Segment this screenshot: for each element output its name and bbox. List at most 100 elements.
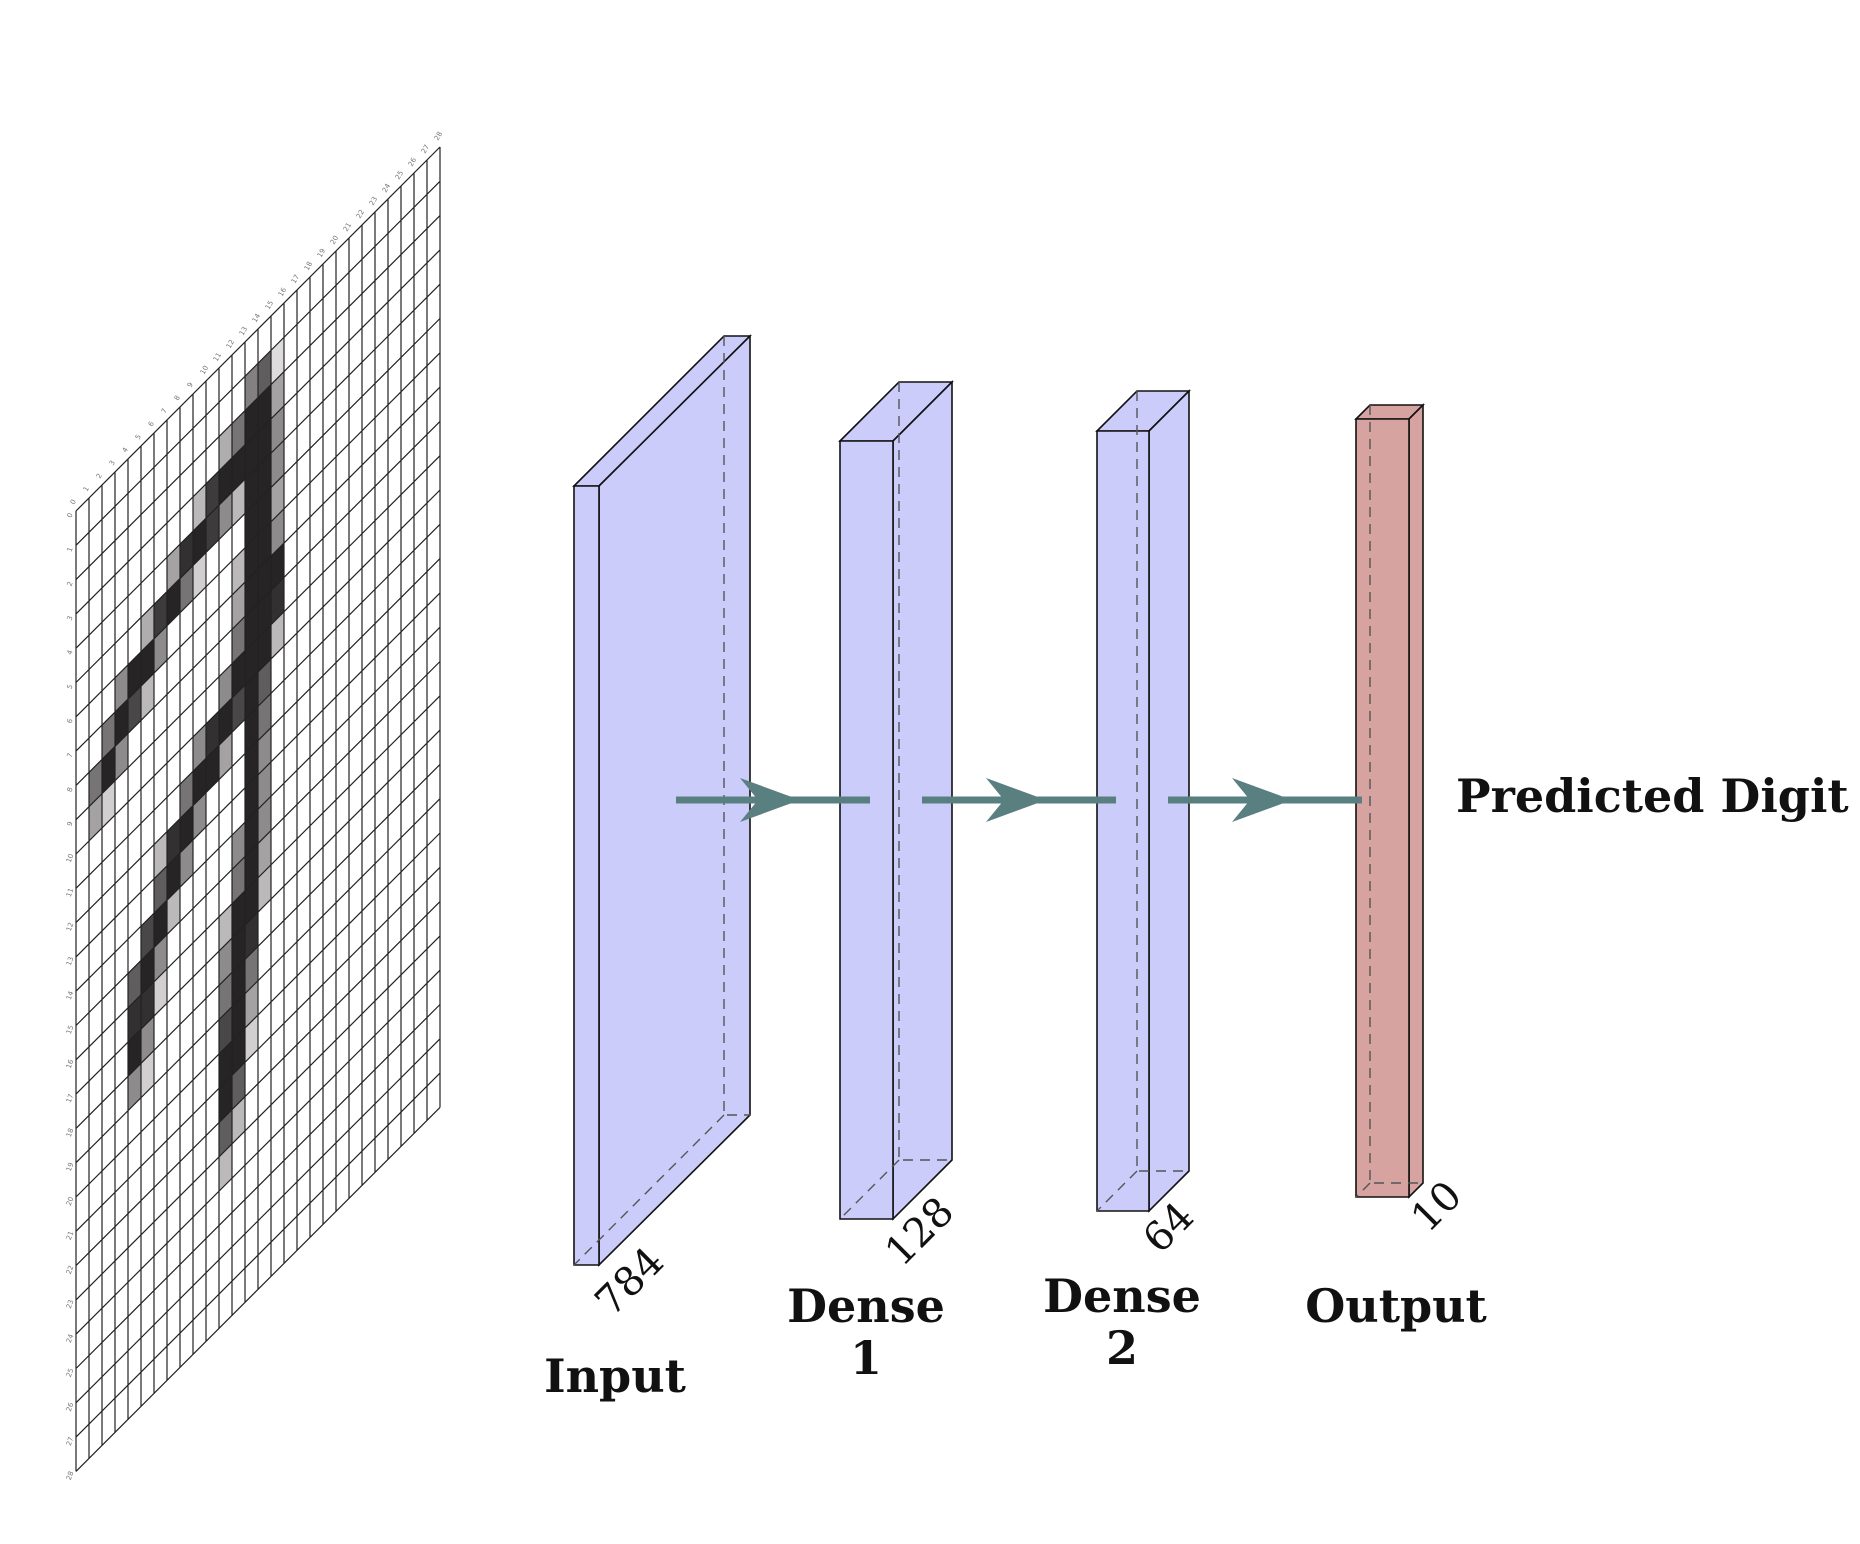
label-line: Dense — [787, 1279, 945, 1333]
grid-pixel — [193, 552, 206, 600]
grid-pixel — [219, 732, 232, 780]
grid-pixel — [232, 547, 245, 596]
input-block-front — [573, 485, 600, 1266]
grid-pixel — [271, 543, 284, 591]
grid-col-tick: 7 — [160, 407, 169, 415]
grid-pixel — [232, 685, 245, 733]
layer-output — [1354, 403, 1425, 1199]
grid-pixel — [141, 673, 154, 721]
grid-pixel — [245, 534, 258, 583]
grid-pixel — [245, 946, 258, 994]
grid-pixel — [258, 796, 271, 844]
grid-pixel — [89, 793, 102, 841]
grid-pixel — [258, 761, 271, 810]
grid-pixel — [206, 745, 219, 793]
grid-pixel — [232, 1028, 245, 1076]
grid-col-tick: 16 — [277, 286, 289, 298]
grid-col-tick: 26 — [407, 156, 419, 168]
grid-row-tick: 14 — [65, 989, 76, 1001]
grid-pixel — [232, 822, 245, 870]
input-image-grid — [75, 146, 441, 1472]
grid-lines — [75, 146, 441, 1472]
grid-pixel — [271, 611, 284, 659]
grid-pixel — [258, 487, 271, 535]
grid-col-tick: 25 — [394, 169, 405, 181]
grid-pixel — [141, 604, 154, 652]
grid-pixel — [232, 410, 245, 458]
grid-pixel — [271, 440, 284, 488]
grid-pixel — [219, 1006, 232, 1054]
grid-col-tick: 23 — [368, 195, 379, 207]
grid-pixel — [180, 805, 193, 853]
grid-pixel — [128, 1063, 141, 1111]
grid-pixel — [232, 582, 245, 630]
grid-pixel — [245, 603, 258, 651]
grid-pixel — [271, 474, 284, 522]
grid-col-tick: 22 — [355, 208, 366, 220]
dense2-layer-label: Dense 2 — [1043, 1269, 1201, 1375]
grid-pixel — [219, 972, 232, 1020]
grid-column-ticks: 0123456789101112131415161718192021222324… — [69, 130, 444, 506]
grid-pixel — [167, 578, 180, 626]
grid-pixel — [258, 590, 271, 638]
grid-pixel — [206, 470, 219, 519]
grid-pixel — [245, 397, 258, 445]
grid-row-tick: 7 — [66, 752, 75, 759]
grid-col-tick: 6 — [147, 420, 156, 428]
grid-row-tick: 17 — [65, 1093, 76, 1104]
dense2-block-hidden-edges — [1096, 391, 1189, 1212]
grid-pixel — [141, 981, 154, 1030]
grid-col-tick: 27 — [420, 143, 431, 155]
grid-col-tick: 13 — [238, 325, 249, 337]
grid-pixel — [154, 900, 167, 948]
grid-pixel — [258, 624, 271, 672]
output-layer-label: Output — [1305, 1279, 1487, 1333]
grid-pixel — [245, 637, 258, 685]
grid-pixel — [258, 830, 271, 878]
grid-pixel — [219, 1041, 232, 1089]
grid-pixel — [102, 712, 115, 760]
grid-pixel — [115, 664, 128, 713]
grid-col-tick: 9 — [186, 381, 195, 389]
grid-col-tick: 14 — [251, 312, 263, 324]
grid-col-tick: 10 — [199, 364, 210, 376]
grid-pixel — [154, 865, 167, 914]
output-block-front — [1355, 418, 1410, 1198]
grid-pixel — [245, 363, 258, 411]
grid-pixel — [102, 746, 115, 794]
grid-pixel — [219, 457, 232, 506]
grid-pixel — [232, 616, 245, 664]
grid-pixel — [245, 809, 258, 857]
grid-row-tick: 3 — [66, 615, 75, 622]
grid-row-tick: 27 — [65, 1436, 76, 1447]
grid-pixel — [219, 492, 232, 540]
grid-pixel — [245, 1015, 258, 1063]
grid-pixel — [232, 925, 245, 973]
grid-row-tick: 28 — [65, 1470, 76, 1481]
predicted-digit-label: Predicted Digit — [1456, 769, 1849, 823]
grid-pixel — [232, 959, 245, 1007]
grid-col-tick: 5 — [134, 433, 143, 441]
grid-pixel — [115, 733, 128, 781]
grid-pixel — [141, 913, 154, 961]
arrow-dense2-to-output — [1168, 778, 1362, 822]
grid-row-tick: 6 — [66, 717, 75, 724]
layer-input — [572, 334, 752, 1267]
grid-pixel — [271, 337, 284, 385]
grid-pixel — [232, 890, 245, 939]
grid-col-tick: 21 — [342, 221, 353, 233]
grid-pixel — [128, 1029, 141, 1077]
connection-arrows — [676, 778, 1362, 822]
grid-pixel — [128, 994, 141, 1043]
grid-row-tick: 23 — [65, 1299, 76, 1310]
grid-pixel — [219, 1075, 232, 1123]
grid-pixel — [258, 521, 271, 570]
grid-pixel — [258, 350, 271, 398]
grid-row-tick: 24 — [65, 1332, 76, 1344]
grid-row-tick: 25 — [65, 1367, 76, 1378]
dense2-block-front — [1096, 430, 1150, 1212]
grid-pixel — [232, 479, 245, 527]
grid-pixel — [154, 934, 167, 982]
grid-col-tick: 17 — [290, 273, 301, 285]
